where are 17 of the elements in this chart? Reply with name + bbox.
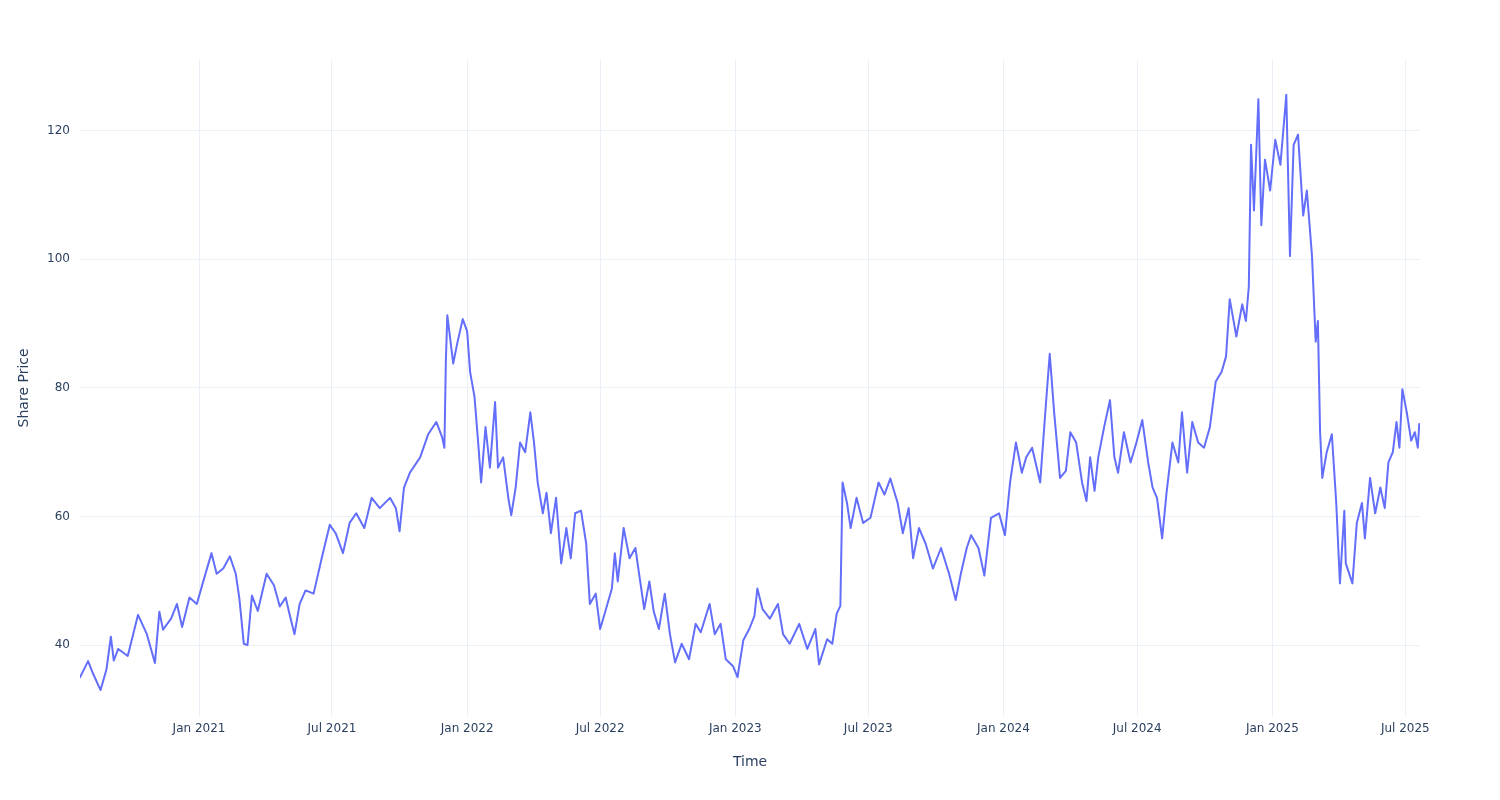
y-tick-label: 100	[47, 251, 70, 266]
y-tick-label: 120	[47, 122, 70, 137]
x-tick-label: Jul 2022	[574, 721, 625, 736]
x-tick-label: Jan 2025	[1244, 721, 1299, 736]
x-tick-label: Jul 2025	[1379, 721, 1430, 736]
x-tick-label: Jul 2024	[1111, 721, 1162, 736]
x-axis-title: Time	[731, 753, 768, 770]
y-tick-label: 60	[54, 508, 70, 523]
y-tick-label: 80	[54, 380, 70, 395]
x-tick-label: Jan 2021	[171, 721, 226, 736]
x-tick-label: Jul 2023	[842, 721, 893, 736]
x-tick-label: Jan 2022	[439, 721, 494, 736]
y-tick-label: 40	[54, 637, 70, 652]
x-tick-label: Jul 2021	[306, 721, 357, 736]
x-tick-label: Jan 2023	[707, 721, 762, 736]
y-axis-title: Share Price	[15, 348, 32, 428]
x-tick-label: Jan 2024	[976, 721, 1030, 736]
